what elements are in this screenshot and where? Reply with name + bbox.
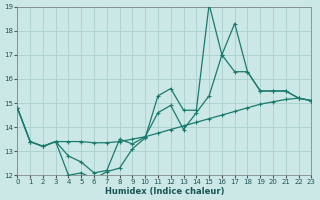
X-axis label: Humidex (Indice chaleur): Humidex (Indice chaleur) [105, 187, 224, 196]
